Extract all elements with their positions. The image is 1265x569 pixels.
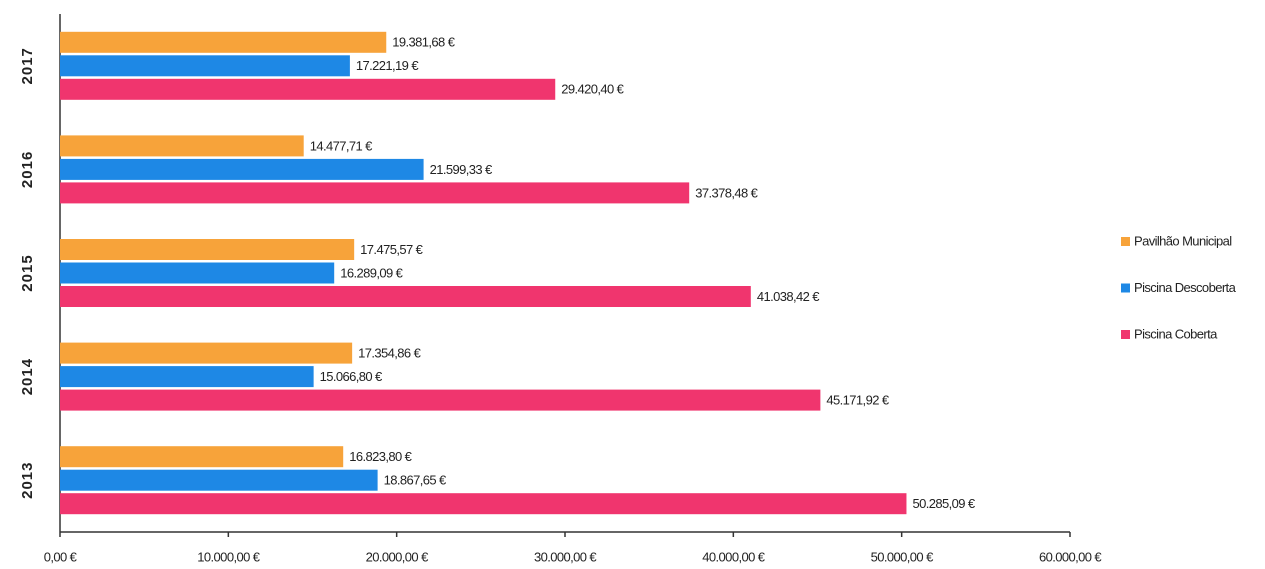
value-label: 19.381,68 € [392,35,455,50]
bar [60,342,353,364]
x-tick-label: 20.000,00 € [366,549,429,564]
x-tick-label: 60.000,00 € [1039,549,1102,564]
bar [60,493,907,515]
bar [60,78,556,100]
legend-swatch [1121,237,1130,246]
y-tick-label: 2015 [19,254,36,291]
value-label: 14.477,71 € [310,138,373,153]
bar [60,182,690,204]
bar [60,158,424,180]
legend-label: Pavilhão Municipal [1134,233,1232,248]
value-label: 18.867,65 € [384,473,447,488]
y-tick-label: 2013 [19,462,36,499]
x-tick-label: 10.000,00 € [197,549,260,564]
x-tick-label: 40.000,00 € [702,549,765,564]
legend-swatch [1121,330,1130,339]
value-label: 17.354,86 € [358,346,421,361]
value-label: 41.038,42 € [757,289,820,304]
bar [60,366,314,388]
legend-swatch [1121,283,1130,293]
bar [60,55,350,77]
value-label: 50.285,09 € [912,496,975,511]
value-label: 17.221,19 € [356,58,419,73]
bar [60,262,335,284]
y-tick-label: 2016 [19,151,36,188]
x-tick-label: 50.000,00 € [871,549,934,564]
value-label: 29.420,40 € [561,82,624,97]
bar [60,239,355,260]
value-label: 17.475,57 € [360,242,423,257]
legend-label: Piscina Descoberta [1134,280,1237,295]
value-label: 15.066,80 € [320,369,383,384]
value-label: 37.378,48 € [695,185,758,200]
value-label: 45.171,92 € [826,393,889,408]
bar [60,446,344,468]
bar [60,469,378,491]
x-tick-label: 30.000,00 € [534,549,597,564]
value-label: 16.823,80 € [349,449,412,464]
bar [60,31,387,53]
legend-label: Piscina Coberta [1134,326,1218,341]
value-label: 21.599,33 € [430,162,493,177]
bar [60,135,304,157]
value-label: 16.289,09 € [340,265,403,280]
bar [60,286,751,307]
bar [60,389,821,411]
x-tick-label: 0,00 € [44,549,78,564]
y-tick-label: 2014 [19,358,36,395]
y-tick-label: 2017 [19,47,36,84]
